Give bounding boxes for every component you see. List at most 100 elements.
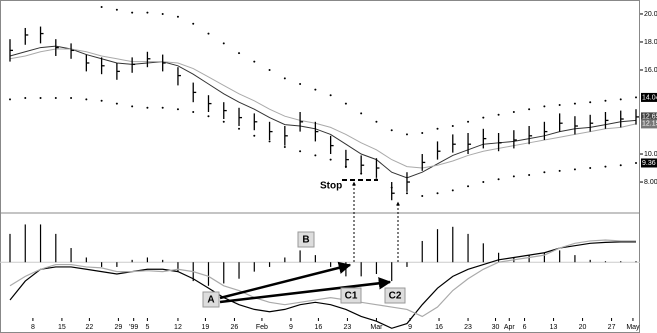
x-tick-label: 16: [435, 324, 443, 331]
label-box: [297, 231, 315, 248]
envelope-dot: [512, 111, 515, 114]
envelope-dot: [238, 127, 241, 130]
x-tick-label: 19: [202, 324, 210, 331]
envelope-dot: [39, 96, 42, 99]
x-tick-label: May: [626, 324, 640, 331]
envelope-dot: [207, 115, 210, 118]
envelope-dot: [176, 15, 179, 18]
envelope-dot: [176, 108, 179, 111]
envelope-dot: [451, 125, 454, 128]
x-tick-label: '99: [129, 324, 138, 331]
envelope-dot: [299, 150, 302, 153]
envelope-dot: [497, 113, 500, 116]
macd-line: [9, 241, 636, 329]
envelope-dot: [9, 98, 11, 101]
y-tick-label: 10.00: [644, 151, 657, 158]
x-tick-label: 30: [492, 324, 500, 331]
moving-average: [9, 45, 637, 179]
envelope-dot: [635, 96, 637, 99]
envelope-dot: [467, 185, 470, 188]
envelope-dot: [268, 68, 271, 71]
envelope-dot: [543, 105, 546, 108]
label-box: [384, 287, 406, 304]
envelope-dot: [222, 120, 225, 123]
envelope-dot: [54, 96, 57, 99]
envelope-dot: [604, 99, 607, 102]
x-tick-label: 27: [608, 324, 616, 331]
envelope-dot: [573, 168, 576, 171]
annotation-label: B: [302, 235, 309, 246]
macd-line: [9, 239, 636, 318]
x-tick-label: Apr: [504, 324, 516, 331]
arrow: [219, 277, 392, 304]
x-tick-label: 22: [85, 324, 93, 331]
envelope-dot: [238, 52, 241, 55]
y-tick-label: 20.00: [644, 11, 657, 18]
frame: [0, 0, 640, 333]
envelope-dot: [283, 77, 286, 80]
envelope-dot: [543, 171, 546, 174]
x-tick-label: 5: [145, 324, 149, 331]
envelope-dot: [131, 11, 134, 14]
envelope-dot: [329, 94, 332, 97]
envelope-dot: [619, 164, 622, 167]
envelope-dot: [253, 134, 256, 137]
envelope-dot: [482, 181, 485, 184]
envelope-dot: [100, 5, 103, 8]
last-value-box: [641, 92, 657, 102]
envelope-dot: [115, 102, 118, 105]
last-value-label: 12.65: [642, 114, 657, 121]
x-tick-label: Mar: [370, 324, 383, 331]
y-tick-label: 16.00: [644, 67, 657, 74]
x-tick-label: Feb: [256, 324, 268, 331]
y-tick-label: 8.00: [644, 179, 657, 186]
envelope-dot: [131, 105, 134, 108]
envelope-dot: [405, 133, 408, 136]
envelope-dot: [436, 127, 439, 130]
moving-average: [9, 48, 637, 169]
x-tick-label: 26: [231, 324, 239, 331]
envelope-dot: [421, 132, 424, 135]
envelope-dot: [161, 12, 164, 15]
envelope-dot: [573, 102, 576, 105]
envelope-dot: [451, 189, 454, 192]
envelope-dot: [390, 129, 393, 132]
y-tick-label: 18.00: [644, 39, 657, 46]
x-tick-label: 29: [115, 324, 123, 331]
envelope-dot: [146, 106, 149, 109]
envelope-dot: [421, 195, 424, 198]
annotation-layer: Stop A B C1 C2: [202, 179, 406, 308]
x-tick-label: 13: [550, 324, 558, 331]
x-tick-label: 15: [58, 324, 66, 331]
envelope-dot: [268, 140, 271, 143]
envelope-dot: [344, 102, 347, 105]
envelope-dot: [589, 167, 592, 170]
last-value-label: 9.36: [642, 160, 656, 167]
envelope-dot: [619, 98, 622, 101]
envelope-dot: [24, 96, 27, 99]
label-box: [340, 287, 362, 304]
envelope-dot: [100, 99, 103, 102]
last-value-box: [641, 119, 657, 129]
envelope-dot: [589, 101, 592, 104]
envelope-dot: [558, 169, 561, 172]
envelope-dot: [558, 103, 561, 106]
envelope-dot: [161, 106, 164, 109]
envelope-dot: [528, 108, 531, 111]
envelope-dot: [512, 175, 515, 178]
envelope-dot: [283, 146, 286, 149]
envelope-dot: [436, 192, 439, 195]
annotation-label: C2: [389, 291, 402, 302]
x-tick-label: 16: [315, 324, 323, 331]
envelope-dot: [360, 112, 363, 115]
envelope-dot: [253, 60, 256, 63]
arrow: [219, 261, 352, 300]
x-tick-label: 20: [579, 324, 587, 331]
x-tick-label: 6: [523, 324, 527, 331]
x-tick-label: 8: [31, 324, 35, 331]
envelope-dot: [467, 120, 470, 123]
label-box: [202, 291, 220, 308]
annotation-label: C1: [345, 291, 358, 302]
x-tick-label: 12: [174, 324, 182, 331]
x-tick-label: 9: [289, 324, 293, 331]
